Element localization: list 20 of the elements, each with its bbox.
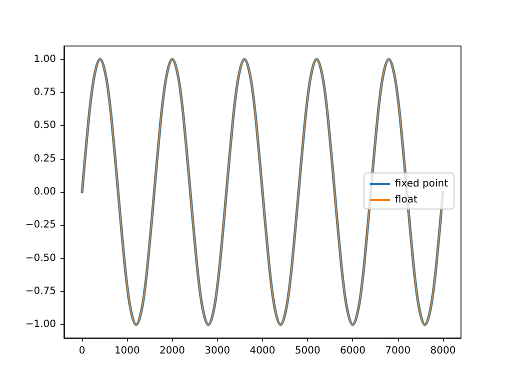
x-tick-label: 3000 xyxy=(204,346,230,356)
y-tick-label: 0.50 xyxy=(34,120,56,132)
y-tick-label: −0.25 xyxy=(25,220,56,231)
y-tick-label: 1.00 xyxy=(34,54,56,65)
y-tick-label: 0.00 xyxy=(34,186,56,198)
x-tick-label: 0 xyxy=(78,346,86,356)
x-tick-label: 2000 xyxy=(160,346,185,356)
x-tick-label: 6000 xyxy=(340,346,366,356)
y-tick-label: −1.00 xyxy=(25,319,56,330)
y-tick-label: 0.75 xyxy=(34,86,56,98)
legend-label: fixed point xyxy=(394,178,448,190)
x-tick-label: 4000 xyxy=(250,346,276,356)
x-tick-label: 8000 xyxy=(430,346,456,356)
legend-label: float xyxy=(394,194,418,206)
y-tick-label: −0.50 xyxy=(25,252,56,264)
x-tick-label: 1000 xyxy=(114,346,140,356)
y-tick-label: 0.25 xyxy=(34,153,56,164)
y-tick-label: −0.75 xyxy=(25,286,56,298)
x-tick-label: 7000 xyxy=(385,346,411,356)
x-tick-label: 5000 xyxy=(294,346,320,356)
